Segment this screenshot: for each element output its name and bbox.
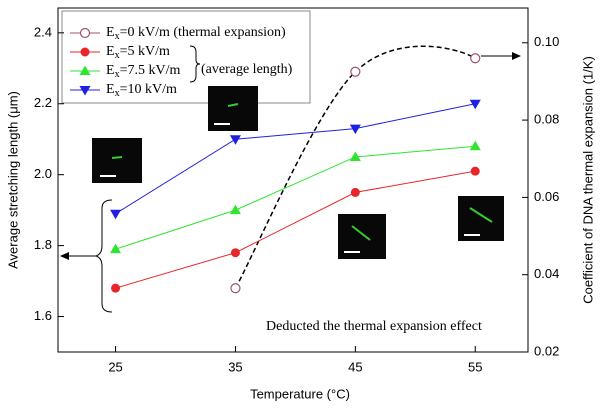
marker (79, 65, 91, 75)
y-tick-label: 1.8 (34, 237, 52, 252)
series-line (115, 103, 476, 215)
arrowhead (512, 52, 521, 60)
legend-label: Ex=5 kV/m (106, 44, 170, 61)
y2-tick-label: 0.10 (534, 34, 559, 49)
legend-box (61, 10, 311, 104)
marker (79, 86, 91, 96)
marker (79, 27, 91, 39)
series-line (115, 145, 476, 250)
x-tick-label: 45 (348, 359, 362, 374)
marker (111, 283, 121, 293)
marker (230, 248, 240, 258)
x-tick-label: 35 (228, 359, 242, 374)
legend-label: Ex=0 kV/m (thermal expansion) (106, 25, 286, 42)
marker (80, 47, 90, 57)
y2-axis-label: Coefficient of DNA thermal expansion (1/… (580, 56, 595, 304)
y-tick-label: 2.2 (34, 95, 52, 110)
marker (470, 53, 481, 64)
marker (349, 124, 361, 135)
y-tick-label: 1.6 (34, 308, 52, 323)
legend-label: Ex=10 kV/m (106, 82, 177, 99)
y-tick-label: 2.0 (34, 166, 52, 181)
y2-tick-label: 0.02 (534, 343, 559, 358)
series-line (115, 170, 476, 289)
x-tick-label: 55 (468, 359, 482, 374)
y2-tick-label: 0.06 (534, 189, 559, 204)
annotation: (average length) (201, 62, 293, 77)
plot-frame (57, 7, 529, 353)
marker (469, 99, 481, 110)
series-line (234, 45, 476, 289)
brace (94, 199, 113, 313)
marker (229, 135, 241, 145)
marker (350, 66, 361, 77)
x-axis-label: Temperature (°C) (250, 386, 350, 401)
marker (110, 243, 122, 254)
dna-image (338, 214, 386, 259)
arrowhead (60, 252, 69, 260)
marker (349, 151, 361, 161)
marker (470, 166, 480, 176)
marker (350, 187, 360, 197)
legend-label: Ex=7.5 kV/m (106, 63, 180, 80)
y2-tick-label: 0.08 (534, 112, 559, 127)
annotation: Deducted the thermal expansion effect (266, 319, 482, 334)
y2-tick-label: 0.04 (534, 266, 559, 281)
marker (110, 209, 122, 220)
marker (230, 283, 241, 294)
marker (229, 204, 241, 215)
dna-image (458, 196, 504, 241)
legend-brace (189, 45, 201, 83)
dna-image (208, 86, 258, 131)
dna-image (92, 138, 142, 183)
y-axis-label: Average stretching length (μm) (5, 91, 20, 269)
x-tick-label: 25 (108, 359, 122, 374)
marker (469, 140, 481, 151)
y-tick-label: 2.4 (34, 24, 52, 39)
